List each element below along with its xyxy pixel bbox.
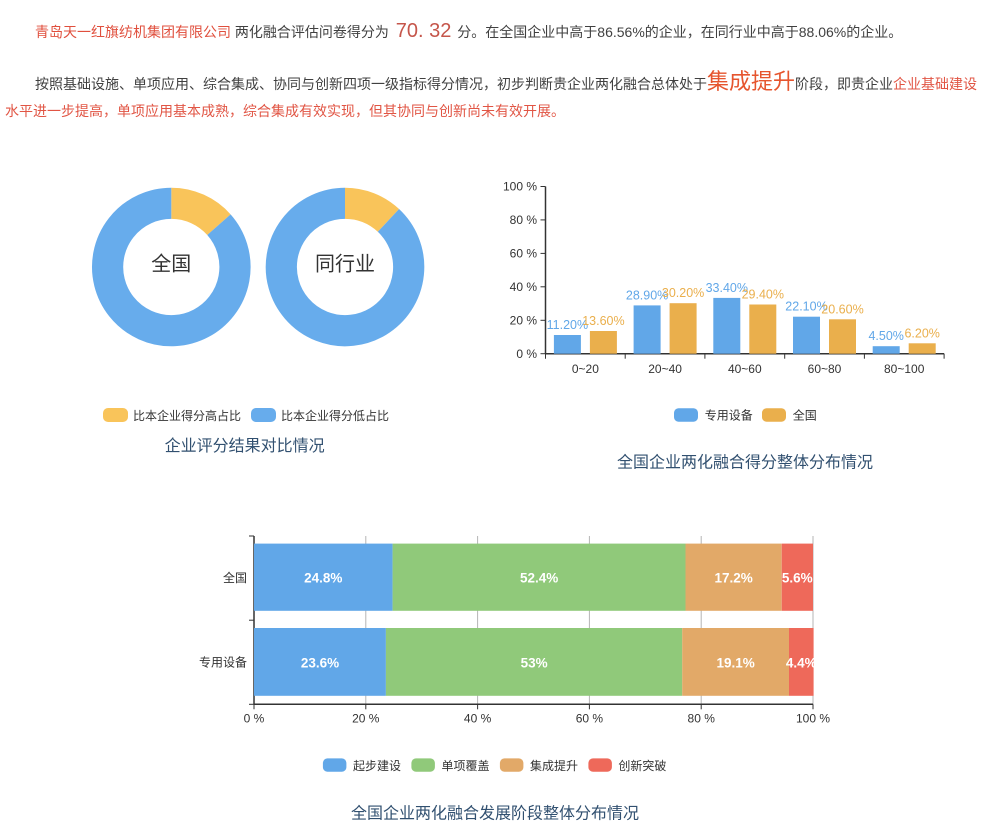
svg-text:比本企业得分高占比: 比本企业得分高占比	[133, 408, 241, 423]
svg-text:0 %: 0 %	[244, 712, 265, 726]
svg-text:全国: 全国	[151, 253, 191, 276]
svg-text:100 %: 100 %	[503, 180, 537, 194]
svg-text:13.60%: 13.60%	[582, 314, 624, 328]
svg-text:24.8%: 24.8%	[304, 571, 342, 586]
svg-text:全国: 全国	[793, 407, 817, 422]
svg-text:52.4%: 52.4%	[520, 571, 558, 586]
svg-text:60 %: 60 %	[576, 712, 604, 726]
svg-text:专用设备: 专用设备	[199, 655, 247, 670]
svg-text:5.6%: 5.6%	[782, 571, 813, 586]
svg-text:20 %: 20 %	[352, 712, 380, 726]
svg-text:23.6%: 23.6%	[301, 655, 339, 670]
svg-text:17.2%: 17.2%	[714, 571, 752, 586]
svg-text:20.60%: 20.60%	[821, 302, 863, 316]
svg-text:20 %: 20 %	[510, 314, 538, 328]
svg-text:专用设备: 专用设备	[705, 407, 753, 422]
svg-text:全国企业两化融合得分整体分布情况: 全国企业两化融合得分整体分布情况	[617, 453, 873, 471]
svg-text:80~100: 80~100	[884, 362, 925, 376]
svg-text:30.20%: 30.20%	[662, 286, 704, 300]
svg-text:29.40%: 29.40%	[742, 288, 784, 302]
svg-text:6.20%: 6.20%	[904, 326, 939, 340]
svg-text:60 %: 60 %	[510, 247, 538, 261]
svg-text:0~20: 0~20	[572, 362, 599, 376]
svg-text:同行业: 同行业	[315, 253, 375, 276]
svg-text:11.20%: 11.20%	[547, 318, 588, 332]
svg-text:企业评分结果对比情况: 企业评分结果对比情况	[165, 437, 325, 455]
svg-text:53%: 53%	[521, 655, 548, 670]
svg-text:60~80: 60~80	[808, 362, 842, 376]
svg-text:19.1%: 19.1%	[716, 655, 754, 670]
svg-text:20~40: 20~40	[648, 362, 682, 376]
svg-text:40~60: 40~60	[728, 362, 762, 376]
svg-text:100 %: 100 %	[796, 712, 830, 726]
svg-text:33.40%: 33.40%	[706, 281, 748, 295]
svg-text:4.50%: 4.50%	[868, 329, 903, 343]
svg-text:22.10%: 22.10%	[785, 300, 827, 314]
svg-text:创新突破: 创新突破	[618, 758, 666, 773]
svg-text:集成提升: 集成提升	[530, 758, 578, 773]
svg-text:80 %: 80 %	[688, 712, 716, 726]
svg-text:全国: 全国	[223, 570, 247, 585]
svg-text:28.90%: 28.90%	[626, 288, 668, 302]
svg-text:起步建设: 起步建设	[353, 759, 401, 773]
svg-text:比本企业得分低占比: 比本企业得分低占比	[281, 408, 389, 423]
svg-text:40 %: 40 %	[464, 712, 492, 726]
svg-text:4.4%: 4.4%	[786, 655, 817, 670]
svg-text:单项覆盖: 单项覆盖	[442, 759, 490, 773]
svg-text:全国企业两化融合发展阶段整体分布情况: 全国企业两化融合发展阶段整体分布情况	[351, 805, 639, 823]
svg-text:40 %: 40 %	[510, 280, 538, 294]
svg-text:0 %: 0 %	[516, 347, 537, 361]
svg-text:80 %: 80 %	[510, 213, 538, 227]
